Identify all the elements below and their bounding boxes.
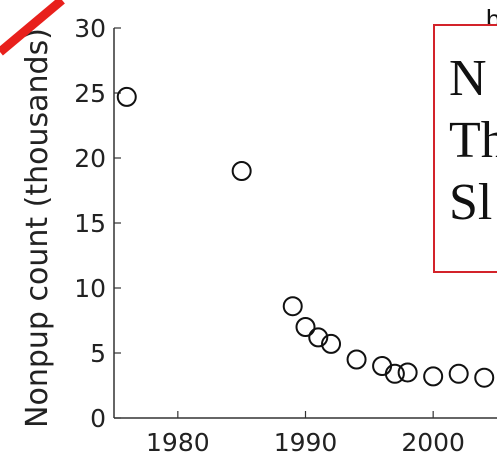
x-ticks: 1980 1990 2000 bbox=[146, 411, 465, 457]
overlay-line-1: N bbox=[449, 50, 487, 107]
data-point bbox=[397, 362, 418, 383]
y-axis-label: Nonpup count (thousands) bbox=[20, 28, 55, 428]
data-point bbox=[372, 356, 393, 376]
overlay-top-text: b bbox=[486, 4, 497, 34]
x-tick-label: 2000 bbox=[401, 428, 465, 457]
y-tick-label: 15 bbox=[74, 209, 106, 238]
y-axis-title: Nonpup count (thousands) bbox=[20, 28, 55, 428]
data-point bbox=[321, 333, 342, 354]
overlay-line-2: Th bbox=[449, 112, 497, 169]
data-point bbox=[384, 363, 405, 384]
y-tick-label: 25 bbox=[74, 79, 106, 108]
y-tick-label: 30 bbox=[74, 14, 106, 43]
data-point bbox=[346, 349, 367, 370]
data-point bbox=[448, 363, 469, 384]
y-tick-label: 5 bbox=[90, 339, 106, 368]
y-tick-label: 20 bbox=[74, 144, 106, 173]
x-tick-label: 1980 bbox=[146, 428, 210, 457]
data-point bbox=[116, 86, 137, 107]
data-point bbox=[282, 296, 303, 317]
data-point bbox=[295, 317, 316, 337]
data-point bbox=[308, 327, 329, 348]
overlay-callout-box: N Th Sl bbox=[433, 24, 497, 273]
y-ticks: 0 5 10 15 20 25 30 bbox=[74, 14, 121, 433]
y-tick-label: 10 bbox=[74, 274, 106, 303]
x-tick-label: 1990 bbox=[274, 428, 338, 457]
data-point bbox=[474, 367, 495, 388]
data-point bbox=[231, 161, 252, 181]
data-point bbox=[423, 366, 444, 387]
data-points bbox=[116, 86, 495, 388]
overlay-line-3: Sl bbox=[449, 174, 493, 231]
y-tick-label: 0 bbox=[90, 404, 106, 433]
red-slash-mark bbox=[0, 0, 65, 56]
